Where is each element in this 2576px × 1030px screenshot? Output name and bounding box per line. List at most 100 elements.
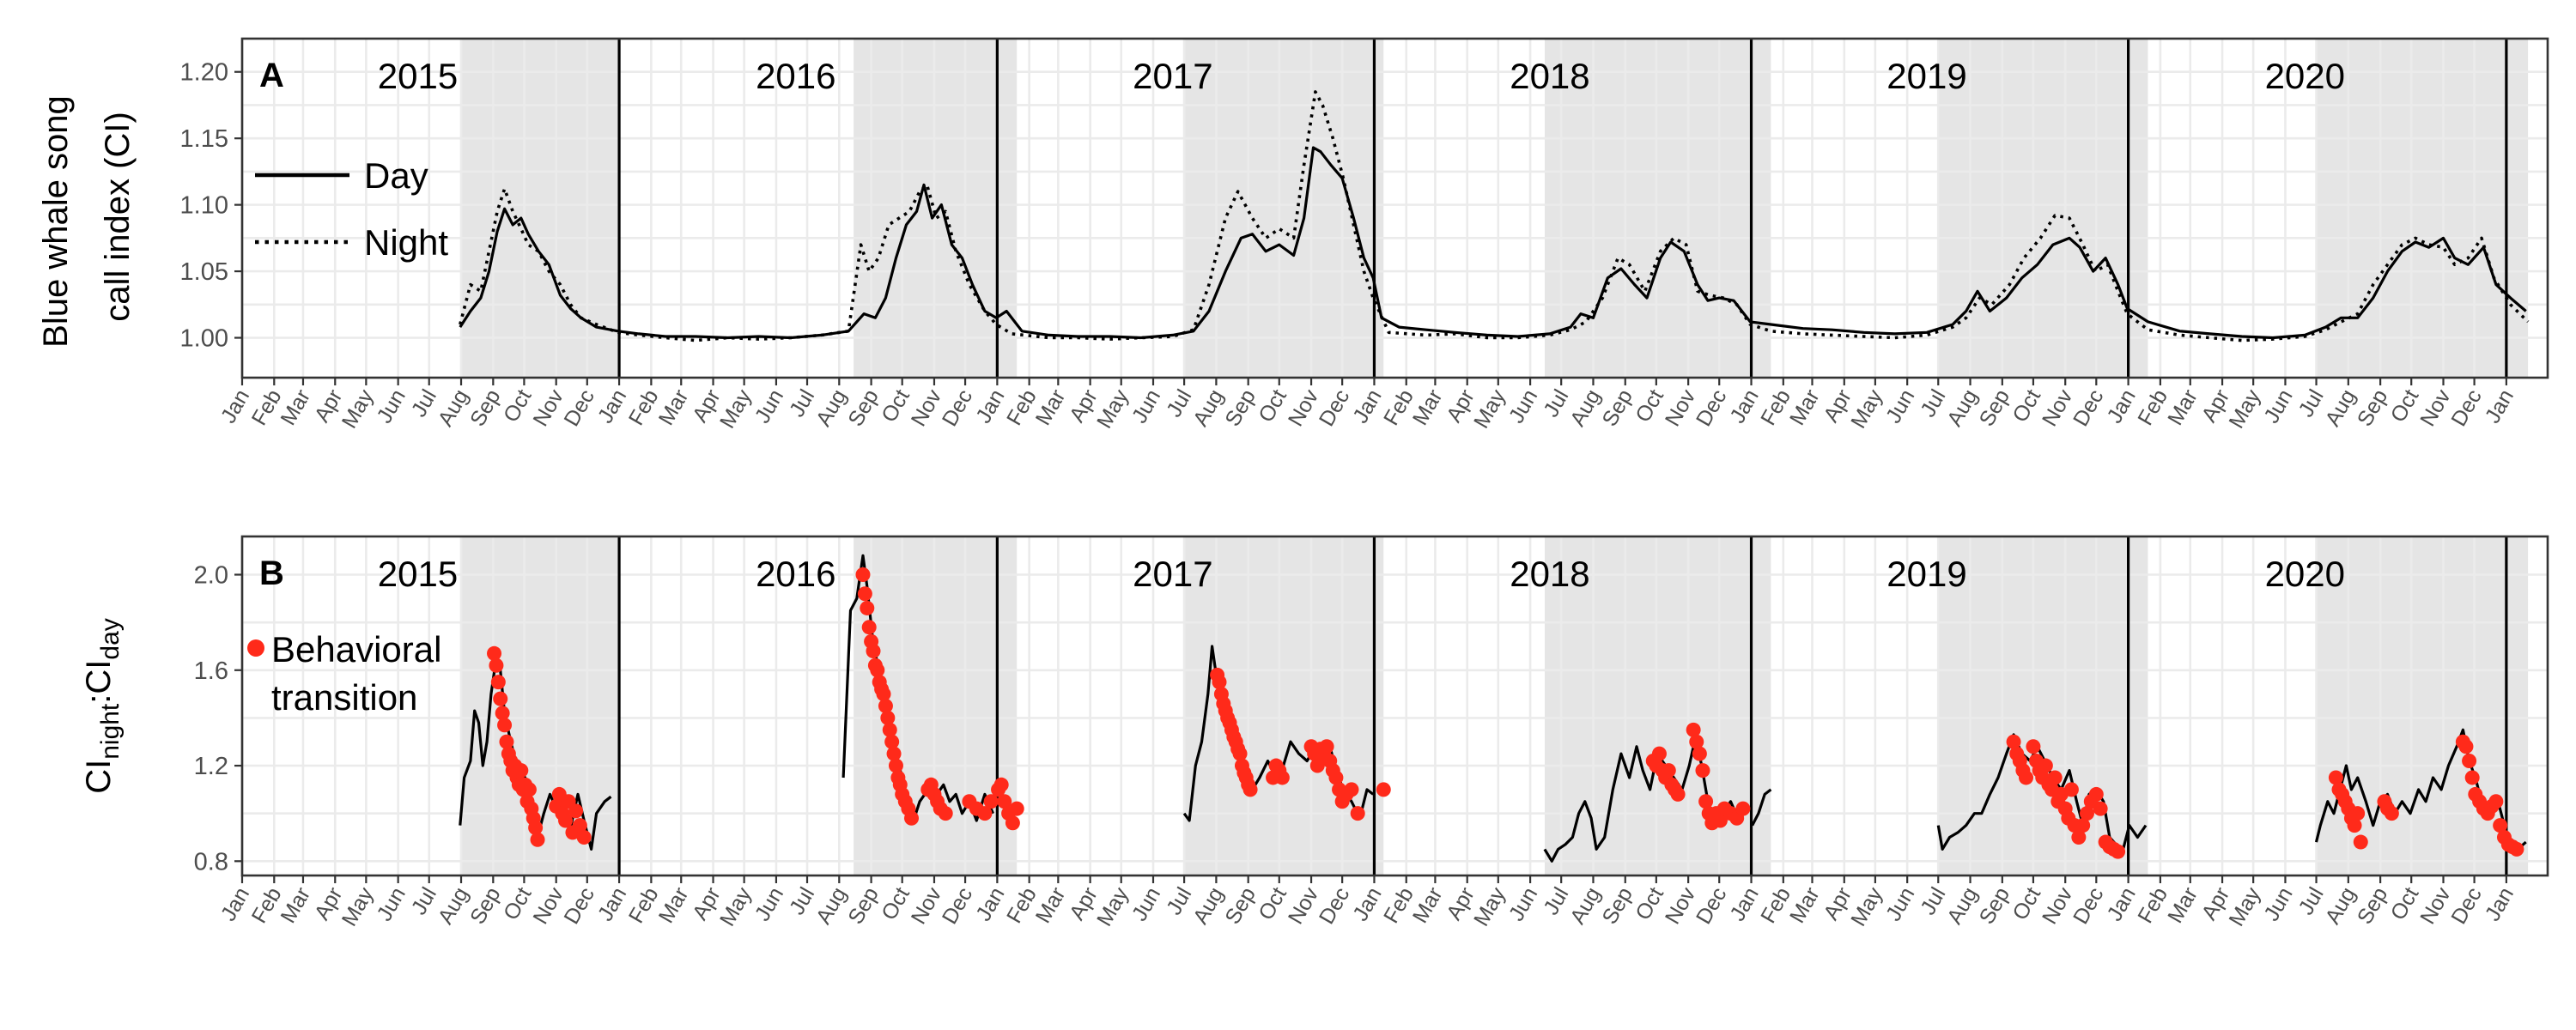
panel-b-series [459,554,2527,863]
shaded-period-2 [1184,536,1384,876]
x-tick-label: Feb [1379,883,1419,927]
behavioral-transition-point [857,586,872,602]
behavioral-transition-point [2075,818,2091,833]
panel-b-year-labels: 2015 2016 2017 2018 2019 2020 [378,554,2345,594]
x-tick-label: Mar [654,385,694,429]
x-tick-label: Jan [971,883,1009,925]
y-tick-label: 1.6 [194,657,228,685]
x-tick-label: Nov [2038,883,2078,929]
behavioral-transition-point [1319,739,1334,754]
behavioral-transition-point [882,722,897,737]
x-tick-label: Feb [2133,883,2172,927]
behavioral-transition-point [1274,770,1290,785]
shaded-period-2 [1184,39,1384,378]
x-tick-label: Dec [1315,883,1354,929]
behavioral-transition-point [1344,782,1359,797]
x-tick-label: Jan [971,385,1009,427]
behavioral-transition-point [572,818,587,833]
behavioral-transition-point [886,746,902,761]
x-tick-label: Mar [1031,385,1071,429]
panel-a-x-ticks: JanFebMarAprMayJunJulAugSepOctNovDecJanF… [216,378,2518,433]
y-tick-label: 0.8 [194,848,228,876]
x-tick-label: Feb [1379,385,1419,429]
behavioral-transition-point [1328,770,1344,785]
legend-behavioral-transition-label-line-2: transition [271,677,417,718]
behavioral-transition-point [1350,806,1365,821]
behavioral-transition-point [2079,806,2094,821]
x-tick-label: Sep [1597,385,1637,431]
x-tick-label: Nov [2038,385,2078,431]
panel-b-frame [240,535,2549,877]
behavioral-transition-point [1651,746,1667,761]
x-tick-label: Nov [2415,385,2456,431]
panel-a: 2015 2016 2017 2018 2019 2020 1.00 1.05 1.10 1.1… [37,37,2549,433]
x-tick-label: Nov [528,883,568,929]
x-tick-label: Dec [938,385,977,431]
year-label-2019: 2019 [1886,56,1966,96]
behavioral-transition-point [2462,753,2477,768]
ylabel-subscript-day: day [96,618,125,659]
x-tick-label: Jun [1127,883,1165,925]
panel-a-y-axis-label-line-2: call index (CI) [99,112,137,322]
x-tick-label: Mar [276,883,315,927]
behavioral-transition-point [860,600,875,615]
x-tick-label: Jun [2259,883,2297,925]
x-tick-label: May [1092,883,1133,930]
year-label-2017: 2017 [1133,554,1212,594]
behavioral-transition-point [2493,818,2508,833]
behavioral-transition-point [1232,746,1248,761]
x-tick-label: Jan [1725,883,1763,925]
y-tick-label: 1.00 [180,325,228,353]
panel-a-series [459,90,2530,342]
behavioral-transition-point [568,803,584,819]
x-tick-label: Dec [560,883,599,929]
x-tick-label: Dec [2069,883,2108,929]
behavioral-transition-point [876,687,891,702]
behavioral-transition-point [2019,770,2034,785]
x-tick-label: Nov [907,883,947,929]
x-tick-label: Aug [434,385,473,431]
behavioral-transition-point [938,806,953,821]
x-tick-label: Jun [750,385,788,427]
behavioral-transition-point [2458,739,2474,754]
x-tick-label: Feb [624,883,664,927]
x-tick-label: Mar [1408,385,1448,429]
behavioral-transition-point [1376,782,1391,797]
behavioral-transition-point [528,820,544,835]
x-tick-label: Sep [1220,883,1260,929]
x-tick-label: Jun [1881,385,1919,427]
behavioral-transition-point [530,832,545,847]
x-tick-label: Jan [1348,385,1386,427]
panel-a-year-labels: 2015 2016 2017 2018 2019 2020 [378,56,2345,96]
x-tick-label: Feb [1002,385,1042,429]
behavioral-transition-point [2063,782,2079,797]
behavioral-transition-point [493,691,508,706]
x-tick-label: Dec [1315,385,1354,431]
x-tick-label: Aug [811,883,851,929]
x-tick-label: Dec [2446,385,2486,431]
panel-a-letter: A [259,57,284,94]
behavioral-transition-point [487,645,502,661]
x-tick-label: Aug [1188,385,1228,431]
behavioral-transition-point [866,644,881,659]
y-tick-label: 1.05 [180,258,228,286]
behavioral-transition-point [1689,734,1704,749]
behavioral-transition-point [1686,722,1701,737]
x-tick-label: Sep [1975,883,2014,929]
behavioral-transition-point [558,813,574,828]
behavioral-transition-point [2353,834,2368,850]
behavioral-transition-point [1309,758,1325,773]
x-tick-label: Nov [1284,883,1324,929]
panel-b-x-ticks: JanFebMarAprMayJunJulAugSepOctNovDecJanF… [216,876,2518,930]
year-label-2016: 2016 [756,56,835,96]
panel-b: 2015 2016 2017 2018 2019 2020 0.8 1.2 1.6 2.0 Ja… [80,535,2549,930]
x-tick-label: Dec [938,883,977,929]
x-tick-label: Mar [1031,883,1071,927]
series-day-line [459,146,2527,340]
x-tick-label: Feb [1756,883,1795,927]
legend-behavioral-transition-dot [247,639,264,657]
behavioral-transition-point [1735,801,1751,816]
behavioral-transition-point [1661,763,1676,779]
behavioral-transition-point [489,657,504,673]
x-tick-label: May [337,385,379,433]
